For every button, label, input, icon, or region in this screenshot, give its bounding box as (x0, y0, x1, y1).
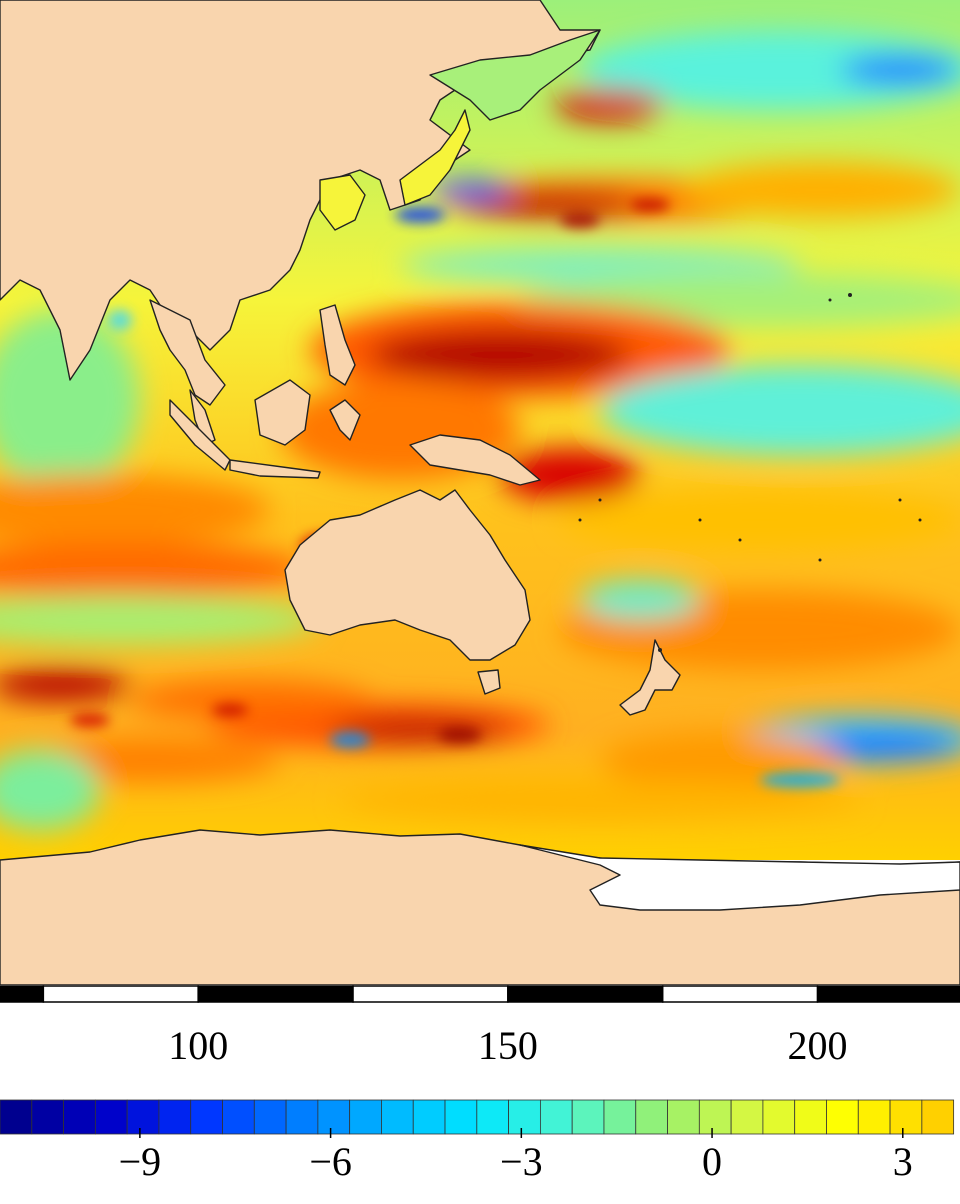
colorbar-tick-label: −3 (500, 1139, 543, 1184)
colorbar-tick-label: 0 (702, 1139, 723, 1184)
colorbar-cell (63, 1099, 96, 1135)
landmasses (0, 0, 960, 985)
new-zealand (619, 639, 681, 716)
longitude-tick-label: 100 (168, 1023, 229, 1068)
colorbar-cell (285, 1099, 319, 1135)
colorbar (0, 1099, 955, 1138)
colorbar-tick-label: −9 (118, 1139, 162, 1184)
colorbar-cell (571, 1099, 605, 1135)
indochina (149, 299, 226, 406)
colorbar-tick-label: 3 (892, 1139, 913, 1184)
colorbar-cell (826, 1099, 859, 1135)
ross-ice-shelf (519, 844, 960, 911)
colorbar-cell (412, 1099, 446, 1135)
colorbar-cell (635, 1099, 668, 1135)
colorbar-cell (603, 1099, 637, 1135)
colorbar-cell (31, 1099, 64, 1135)
colorbar-cell (889, 1099, 923, 1135)
korea-peninsula (319, 174, 366, 231)
ocean-anomaly-map (0, 0, 960, 985)
scale-segment (42, 985, 199, 1003)
colorbar-cell (0, 1099, 33, 1135)
colorbar-cell (857, 1099, 891, 1135)
sumatra (169, 399, 231, 471)
borneo (254, 379, 311, 446)
colorbar-tick-label: −6 (309, 1139, 352, 1184)
colorbar-cell (94, 1099, 128, 1135)
longitude-tick-label: 150 (477, 1023, 538, 1068)
philippines (319, 304, 356, 386)
kamchatka (429, 29, 601, 121)
colorbar-cell (794, 1099, 827, 1135)
sulawesi (329, 399, 361, 441)
colorbar-cell (730, 1099, 764, 1135)
pacific-islands (578, 293, 922, 652)
colorbar-cell (349, 1099, 382, 1135)
colorbar-cell (667, 1099, 700, 1135)
colorbar-cell (222, 1099, 255, 1135)
australia (284, 489, 531, 661)
scale-segment (507, 985, 664, 1003)
colorbar-cell (539, 1099, 573, 1135)
scale-segment (0, 985, 45, 1003)
scale-segment (661, 985, 819, 1003)
scale-segment (352, 985, 509, 1003)
scale-segment (816, 985, 960, 1003)
java (229, 459, 321, 479)
longitude-scale-bar (0, 985, 960, 1003)
colorbar-cell (476, 1099, 510, 1135)
scale-segment (197, 985, 354, 1003)
colorbar-cell (698, 1099, 732, 1135)
longitude-tick-label: 200 (787, 1023, 848, 1068)
tasmania (477, 669, 501, 695)
anomaly-mottling (70, 198, 840, 788)
colorbar-cell (126, 1099, 160, 1135)
colorbar-cell (317, 1099, 351, 1135)
colorbar-cell (190, 1099, 223, 1135)
colorbar-cell (253, 1099, 287, 1135)
colorbar-cell (921, 1099, 955, 1135)
colorbar-cell (508, 1099, 541, 1135)
japan-islands (399, 109, 471, 206)
colorbar-cell (158, 1099, 192, 1135)
new-guinea (409, 434, 541, 486)
colorbar-cell (444, 1099, 478, 1135)
colorbar-cell (762, 1099, 796, 1135)
colorbar-cell (381, 1099, 414, 1135)
